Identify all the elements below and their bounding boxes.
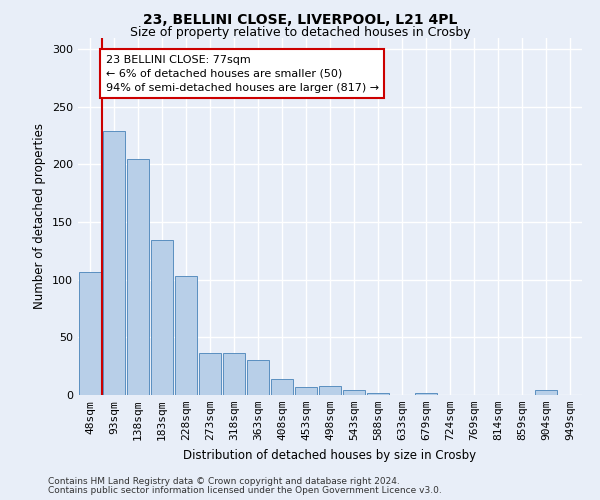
- Text: 23 BELLINI CLOSE: 77sqm
← 6% of detached houses are smaller (50)
94% of semi-det: 23 BELLINI CLOSE: 77sqm ← 6% of detached…: [106, 55, 379, 93]
- Bar: [367, 392, 389, 395]
- Y-axis label: Number of detached properties: Number of detached properties: [34, 123, 46, 309]
- Bar: [175, 276, 197, 395]
- Text: Contains HM Land Registry data © Crown copyright and database right 2024.: Contains HM Land Registry data © Crown c…: [48, 477, 400, 486]
- Bar: [103, 131, 125, 395]
- Text: Contains public sector information licensed under the Open Government Licence v3: Contains public sector information licen…: [48, 486, 442, 495]
- X-axis label: Distribution of detached houses by size in Crosby: Distribution of detached houses by size …: [184, 448, 476, 462]
- Bar: [415, 392, 437, 395]
- Bar: [127, 158, 149, 395]
- Bar: [319, 386, 341, 395]
- Bar: [79, 272, 101, 395]
- Bar: [199, 354, 221, 395]
- Bar: [343, 390, 365, 395]
- Text: 23, BELLINI CLOSE, LIVERPOOL, L21 4PL: 23, BELLINI CLOSE, LIVERPOOL, L21 4PL: [143, 12, 457, 26]
- Bar: [295, 387, 317, 395]
- Bar: [247, 360, 269, 395]
- Bar: [151, 240, 173, 395]
- Bar: [271, 379, 293, 395]
- Text: Size of property relative to detached houses in Crosby: Size of property relative to detached ho…: [130, 26, 470, 39]
- Bar: [535, 390, 557, 395]
- Bar: [223, 354, 245, 395]
